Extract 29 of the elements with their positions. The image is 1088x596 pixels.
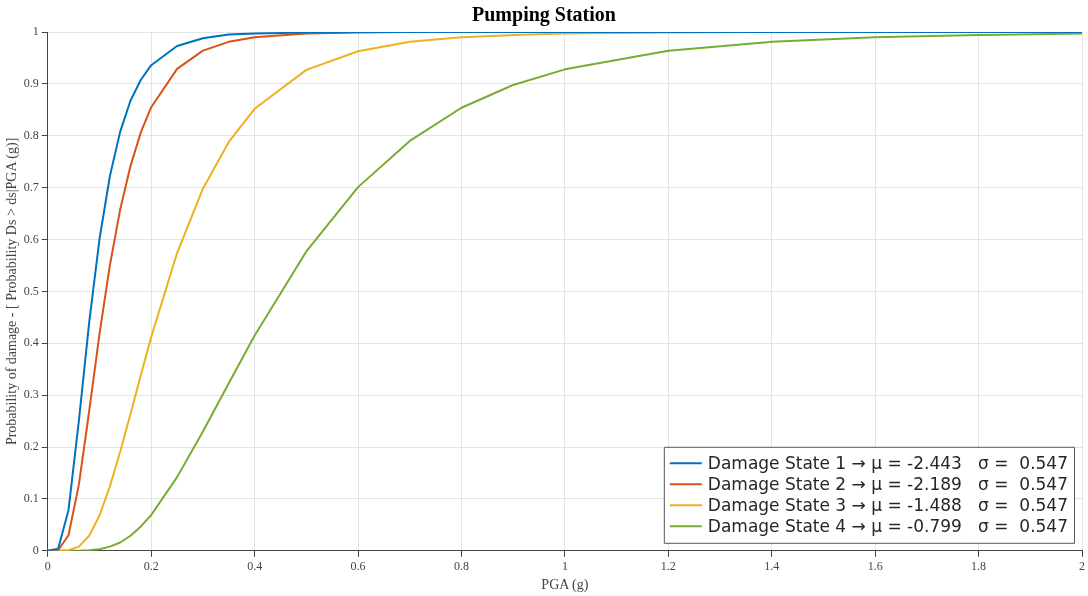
x-tick-label: 1.6 [867,559,883,574]
x-tick-label: 1.2 [660,559,676,574]
x-tick-label: 0.8 [453,559,469,574]
chart-title: Pumping Station [472,3,616,27]
x-tick-label: 0 [44,559,51,574]
y-tick-label: 0.9 [23,76,39,91]
legend-label: Damage State 4 → μ = -0.799 σ = 0.547 [707,515,1068,536]
y-tick-label: 0.4 [23,335,39,350]
legend-label: Damage State 3 → μ = -1.488 σ = 0.547 [707,494,1068,515]
y-tick-label: 0.3 [23,387,39,402]
y-axis-title: Probability of damage - [ Probability Ds > ds|PGA (g)] [4,137,21,446]
legend-label: Damage State 2 → μ = -2.189 σ = 0.547 [707,473,1068,494]
x-axis-title: PGA (g) [541,577,589,594]
y-tick-label: 0.6 [23,231,39,246]
y-tick-label: 0.2 [23,439,39,454]
y-tick-label: 0.1 [23,491,39,506]
x-tick-label: 2 [1079,559,1085,574]
x-tick-label: 1.4 [764,559,780,574]
y-tick-label: 1 [32,24,39,39]
x-tick-label: 0.2 [143,559,159,574]
y-tick-label: 0.5 [23,283,39,298]
legend-label: Damage State 1 → μ = -2.443 σ = 0.547 [707,452,1068,473]
x-tick-label: 0.4 [247,559,263,574]
x-tick-label: 0.6 [350,559,366,574]
y-tick-label: 0.7 [23,179,39,194]
x-tick-label: 1 [561,559,568,574]
y-tick-label: 0.8 [23,127,39,142]
x-tick-label: 1.8 [971,559,987,574]
y-tick-label: 0 [32,542,39,557]
